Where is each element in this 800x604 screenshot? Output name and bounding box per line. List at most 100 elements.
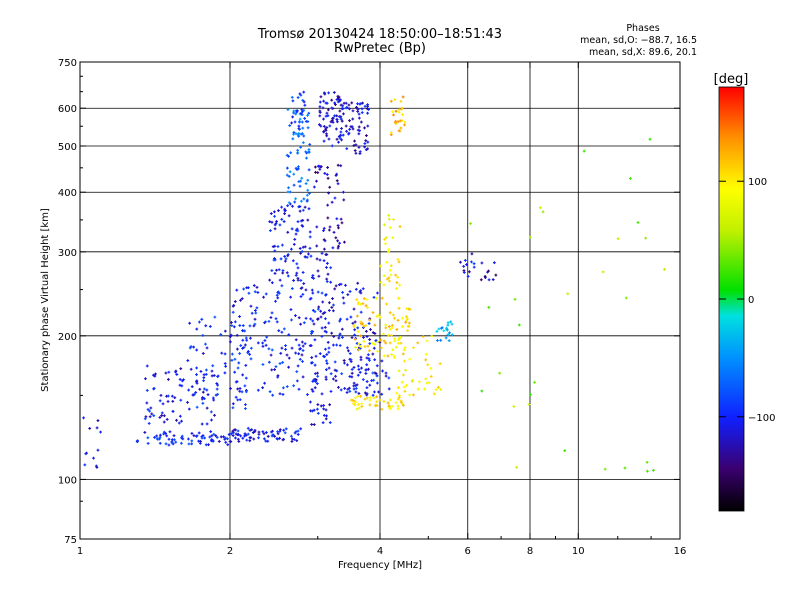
data-point: [376, 349, 379, 353]
data-point: [276, 432, 280, 436]
data-point: [396, 404, 400, 408]
data-point: [365, 396, 369, 400]
data-point: [389, 264, 393, 268]
data-point: [340, 127, 343, 130]
data-point: [396, 318, 400, 322]
data-point: [312, 185, 316, 189]
data-point: [301, 141, 305, 145]
data-point: [398, 283, 401, 287]
data-point: [191, 393, 195, 397]
data-point: [341, 336, 344, 339]
data-point: [286, 274, 290, 278]
data-point: [375, 395, 379, 399]
data-point: [264, 320, 267, 324]
data-point: [445, 326, 448, 330]
data-point: [399, 126, 403, 130]
data-point: [327, 366, 331, 370]
data-point: [376, 381, 379, 385]
data-point: [384, 326, 388, 330]
colorbar-tick-label: −100: [748, 413, 775, 424]
data-point: [145, 401, 149, 405]
data-point: [390, 334, 393, 337]
data-point: [324, 408, 328, 412]
data-point: [159, 433, 162, 437]
data-point: [231, 434, 235, 437]
data-point: [291, 259, 295, 263]
data-point: [401, 373, 405, 377]
data-point: [408, 307, 412, 311]
data-point: [425, 339, 429, 343]
data-point: [262, 295, 265, 299]
data-point: [278, 392, 282, 396]
data-point: [421, 335, 425, 338]
data-point: [198, 320, 201, 324]
data-point: [298, 247, 302, 250]
data-point: [405, 383, 408, 387]
data-point: [335, 118, 339, 121]
data-point: [283, 209, 287, 212]
data-point: [301, 110, 304, 114]
data-point: [383, 237, 386, 241]
data-point: [341, 291, 344, 294]
data-point: [238, 398, 242, 402]
data-point: [303, 342, 307, 346]
data-point: [322, 229, 325, 232]
data-point: [294, 112, 298, 116]
data-point: [623, 466, 627, 470]
data-point: [167, 378, 170, 381]
data-point: [386, 401, 390, 405]
data-point: [392, 218, 395, 221]
data-point: [463, 259, 467, 262]
data-point: [395, 391, 399, 395]
data-point: [186, 401, 189, 404]
data-point: [436, 385, 440, 389]
data-point: [297, 352, 301, 356]
data-point: [152, 414, 156, 418]
data-point: [299, 251, 303, 255]
data-point: [325, 262, 329, 265]
data-point: [275, 437, 279, 440]
data-point: [215, 387, 219, 391]
data-point: [366, 344, 370, 348]
data-point: [321, 106, 325, 110]
data-point: [345, 391, 349, 394]
stats-x-mode: mean, sd,X: 89.6, 20.1: [589, 47, 697, 58]
data-point: [310, 356, 314, 359]
data-point: [325, 111, 329, 115]
y-tick-label: 200: [58, 332, 77, 343]
data-point: [266, 439, 270, 443]
data-point: [292, 131, 296, 134]
data-point: [401, 316, 404, 320]
data-point: [257, 432, 261, 436]
data-point: [231, 352, 234, 356]
data-point: [652, 468, 655, 472]
data-point: [278, 278, 282, 282]
data-point: [338, 134, 342, 138]
data-point: [429, 366, 433, 370]
data-point: [399, 99, 403, 103]
data-point: [290, 227, 294, 231]
data-point: [254, 309, 257, 312]
data-point: [644, 236, 648, 240]
data-point: [395, 328, 399, 331]
data-point: [294, 351, 298, 355]
data-point: [174, 440, 178, 444]
data-point: [329, 266, 333, 270]
data-point: [270, 348, 274, 352]
data-point: [224, 436, 227, 440]
data-point: [293, 200, 297, 204]
data-point: [148, 415, 152, 419]
data-point: [301, 292, 305, 296]
data-point: [319, 309, 323, 313]
data-point: [201, 334, 205, 337]
data-point: [362, 297, 366, 300]
data-point: [316, 164, 320, 168]
data-point: [327, 91, 331, 95]
data-point: [261, 341, 264, 345]
data-point: [361, 101, 364, 105]
data-point: [155, 437, 159, 441]
stats-heading: Phases: [626, 23, 659, 34]
data-point: [389, 131, 393, 135]
data-point: [320, 251, 324, 255]
data-point: [269, 316, 273, 319]
